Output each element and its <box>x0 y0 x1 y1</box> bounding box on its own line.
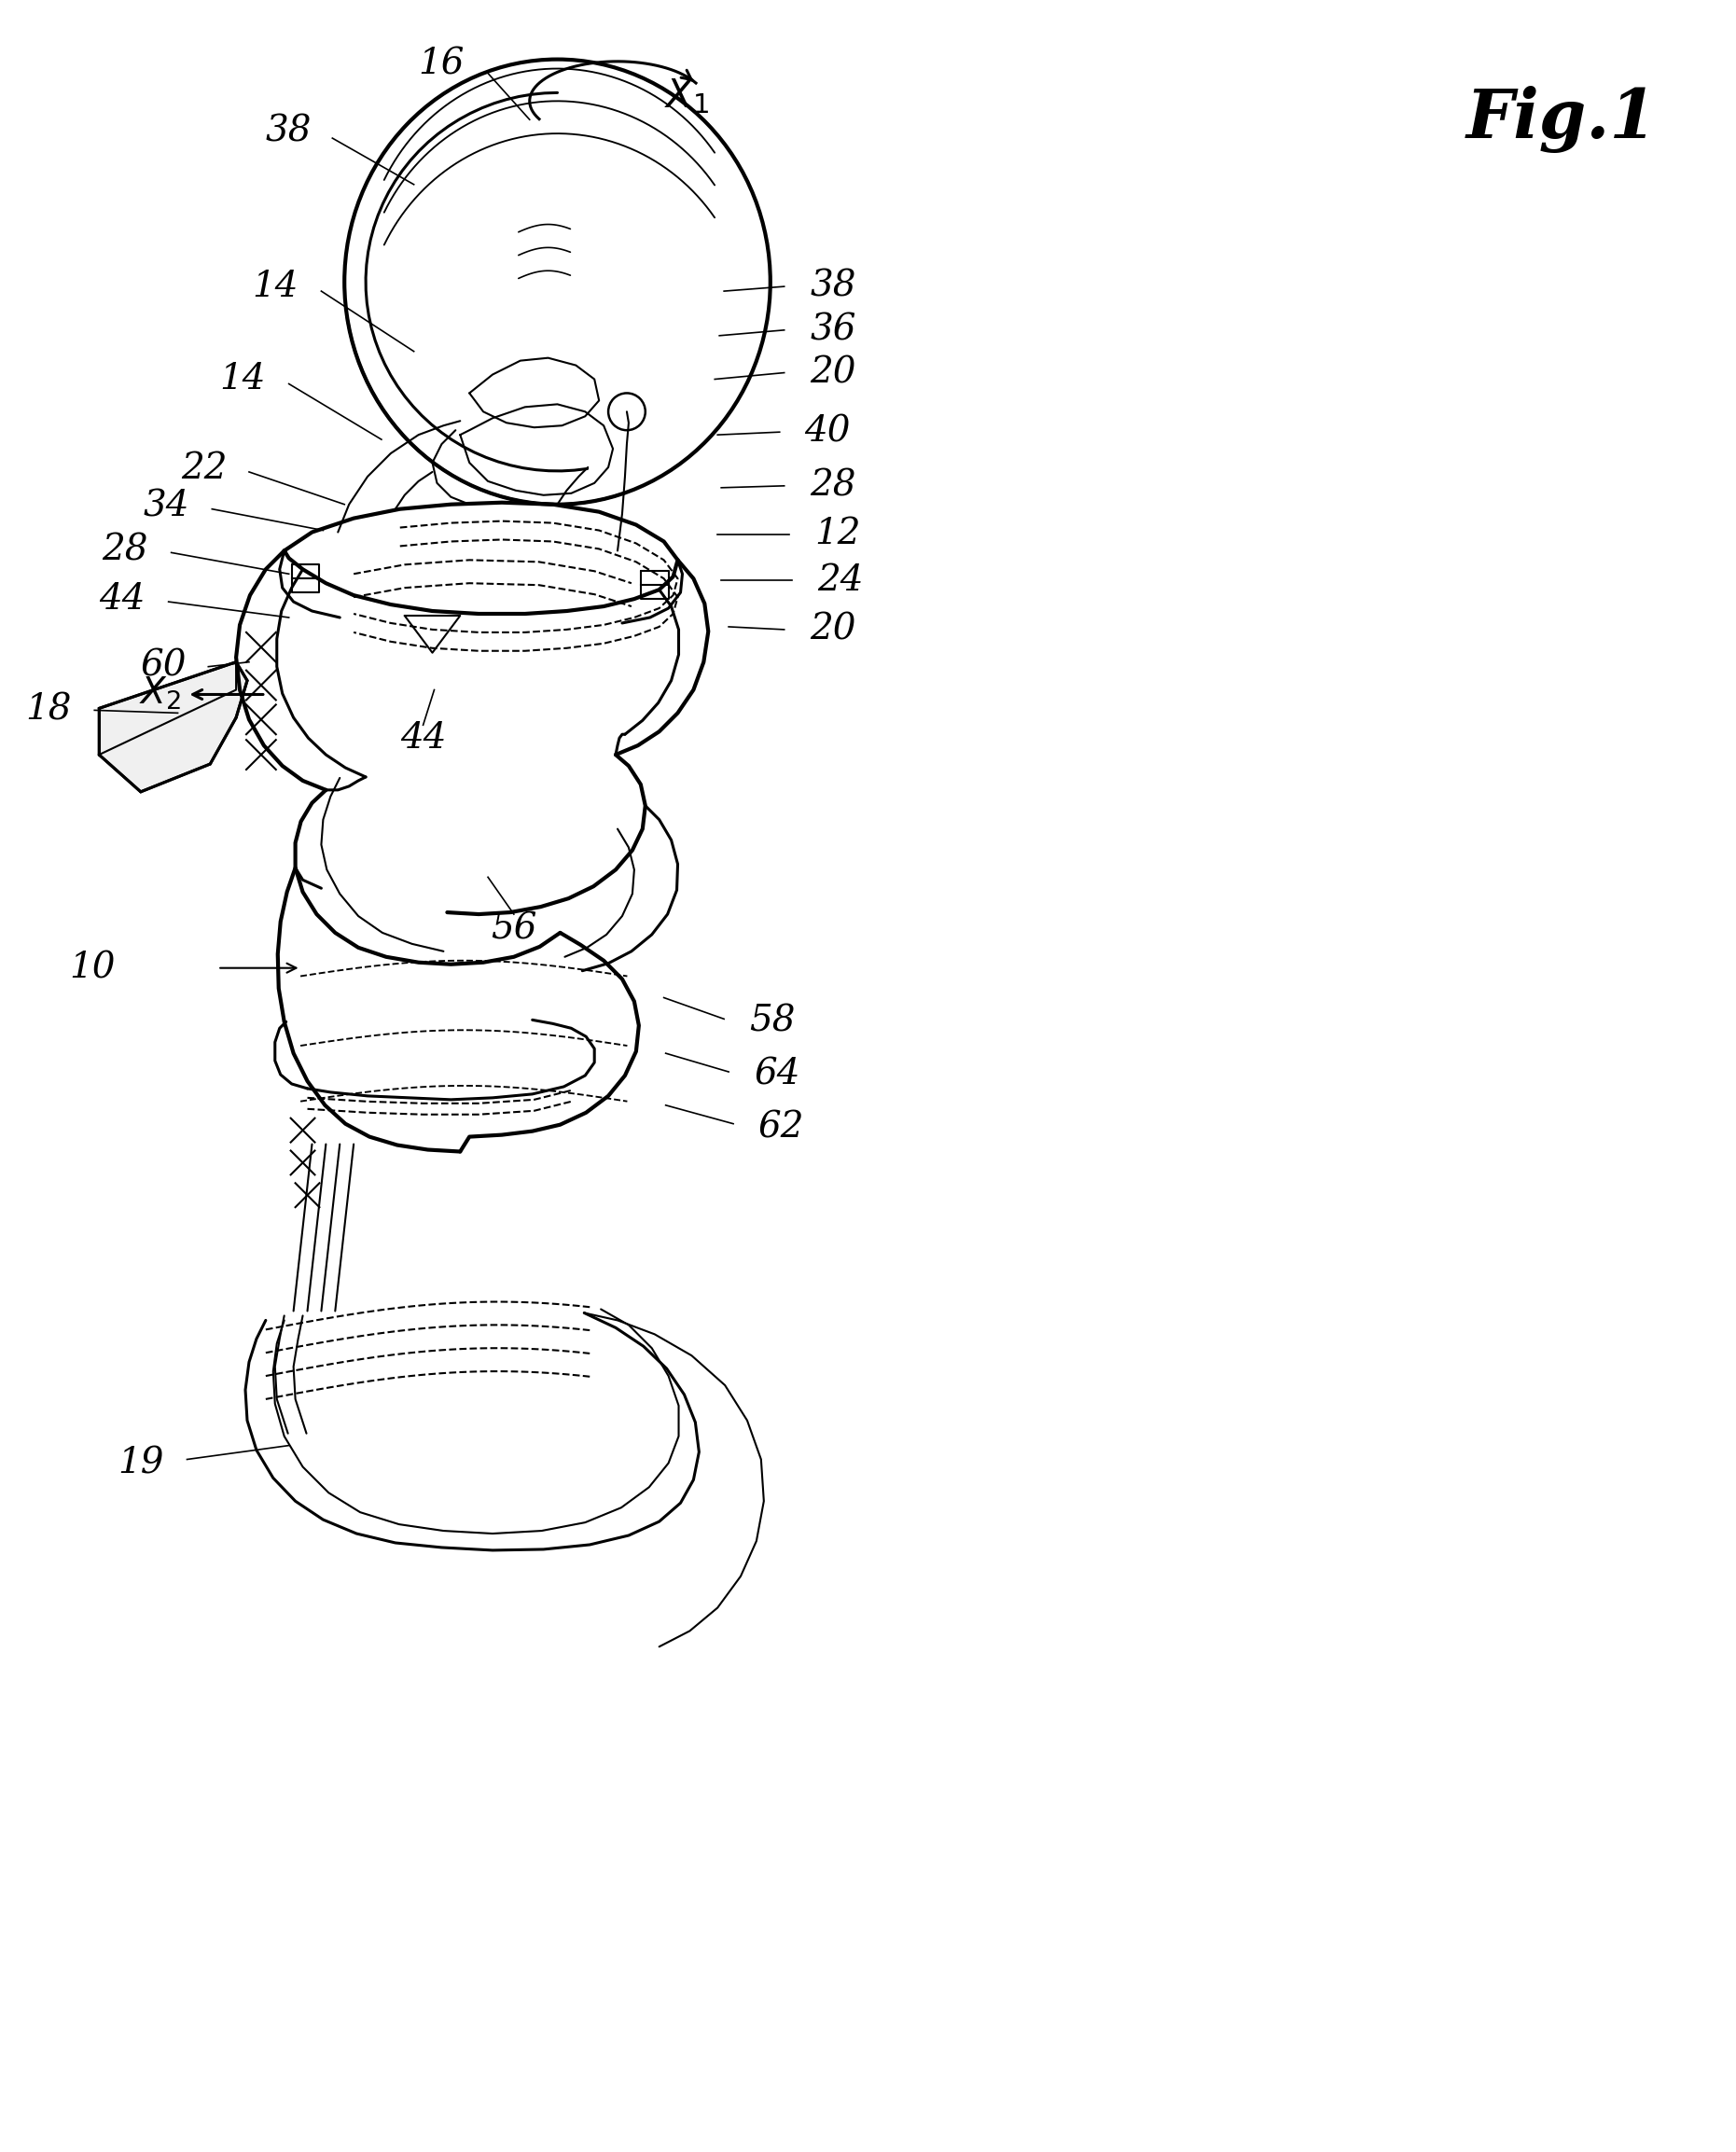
Text: $X_1$: $X_1$ <box>663 77 708 116</box>
Text: 44: 44 <box>399 721 446 755</box>
Text: 18: 18 <box>24 693 71 727</box>
Text: 56: 56 <box>491 912 536 947</box>
Text: Fig.1: Fig.1 <box>1467 86 1658 153</box>
Text: 38: 38 <box>266 114 312 148</box>
Text: 38: 38 <box>811 269 856 303</box>
Text: 20: 20 <box>811 355 856 390</box>
Text: $X_2$: $X_2$ <box>139 676 181 712</box>
Text: 28: 28 <box>811 469 856 504</box>
Text: 24: 24 <box>818 564 865 598</box>
Text: 36: 36 <box>811 312 856 346</box>
Text: 28: 28 <box>102 534 148 568</box>
Text: 44: 44 <box>99 581 146 615</box>
Text: 14: 14 <box>219 362 266 396</box>
Text: 22: 22 <box>181 452 227 486</box>
Text: 62: 62 <box>759 1110 804 1145</box>
Text: 12: 12 <box>814 516 861 551</box>
Text: 34: 34 <box>144 489 189 523</box>
Text: 40: 40 <box>804 415 851 450</box>
Text: 16: 16 <box>418 47 465 82</box>
Text: 19: 19 <box>118 1446 163 1481</box>
Text: 58: 58 <box>748 1005 795 1039</box>
Text: 64: 64 <box>755 1057 800 1091</box>
Text: 20: 20 <box>811 613 856 648</box>
Text: 14: 14 <box>252 269 299 303</box>
Text: 60: 60 <box>141 648 187 682</box>
Polygon shape <box>99 663 247 792</box>
Text: 10: 10 <box>69 951 116 986</box>
